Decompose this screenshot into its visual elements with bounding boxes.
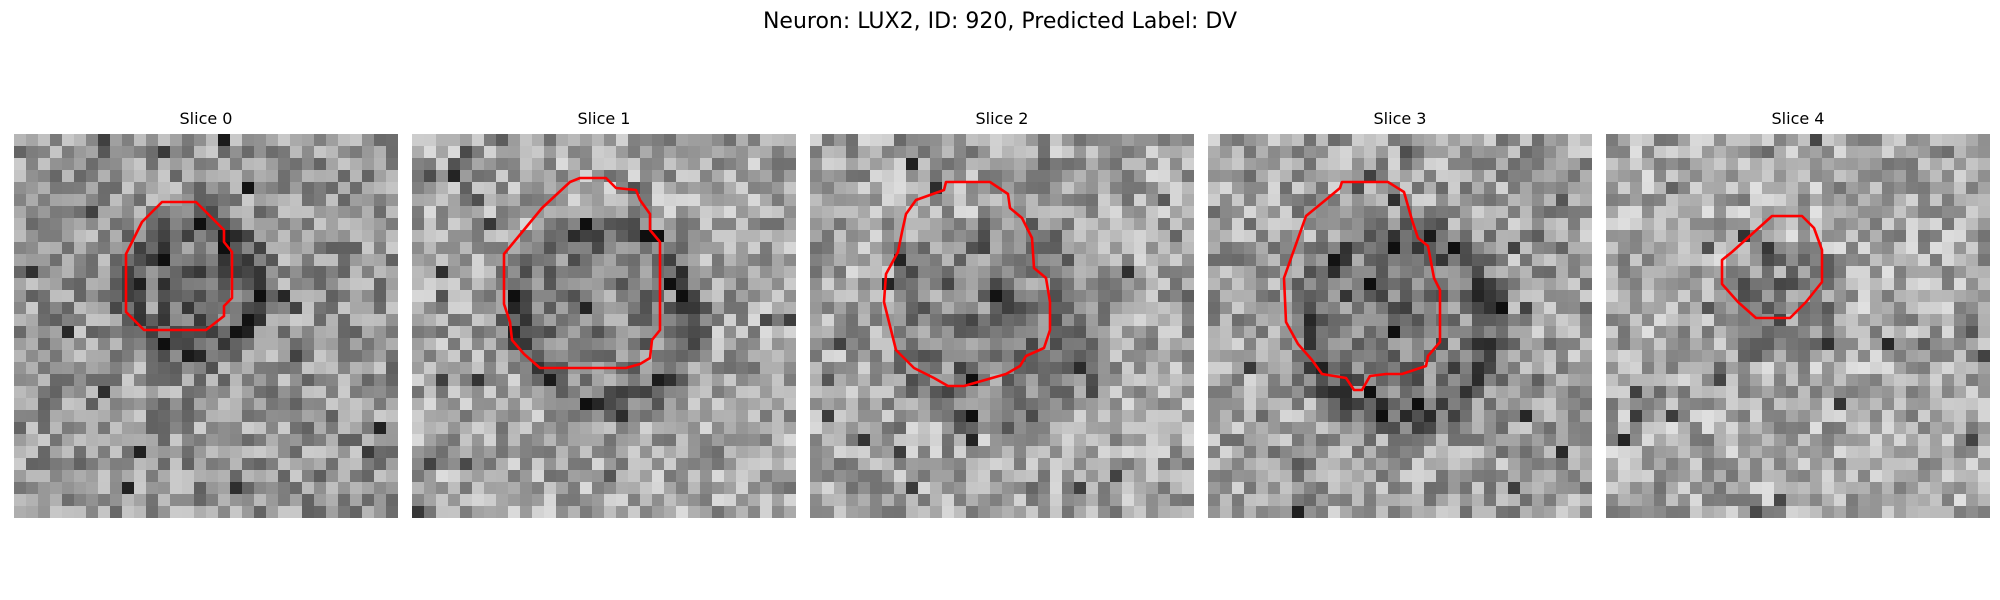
- slice-image-4: [1606, 134, 1990, 518]
- slice-image-1: [412, 134, 796, 518]
- slice-title-0: Slice 0: [179, 109, 233, 128]
- slice-title-4: Slice 4: [1771, 109, 1825, 128]
- slice-title-1: Slice 1: [577, 109, 631, 128]
- segmentation-contour-1: [502, 176, 662, 370]
- slice-image-0: [14, 134, 398, 518]
- slice-image-3: [1208, 134, 1592, 518]
- segmentation-contour-0: [124, 200, 234, 332]
- slice-title-3: Slice 3: [1373, 109, 1427, 128]
- segmentation-contour-3: [1282, 180, 1442, 392]
- slice-panel-2: Slice 2: [810, 108, 1194, 518]
- slice-panel-3: Slice 3: [1208, 108, 1592, 518]
- slice-image-2: [810, 134, 1194, 518]
- slice-panel-0: Slice 0: [14, 108, 398, 518]
- segmentation-contour-2: [882, 180, 1052, 388]
- segmentation-contour-4: [1720, 214, 1824, 320]
- slice-title-2: Slice 2: [975, 109, 1029, 128]
- slice-panel-1: Slice 1: [412, 108, 796, 518]
- slice-panel-4: Slice 4: [1606, 108, 1990, 518]
- figure-title: Neuron: LUX2, ID: 920, Predicted Label: …: [762, 9, 1238, 34]
